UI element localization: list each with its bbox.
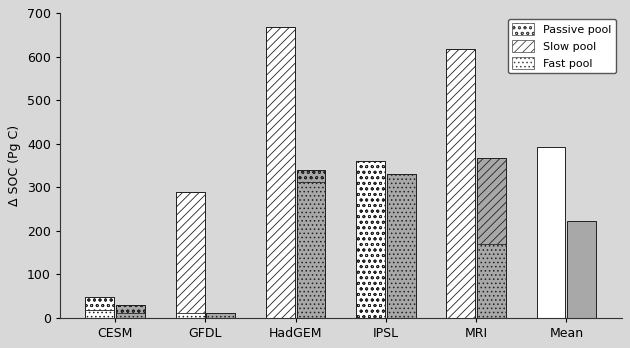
Bar	[567, 221, 596, 318]
Bar	[447, 49, 475, 318]
Bar	[116, 306, 145, 318]
Bar	[477, 244, 506, 318]
Bar	[176, 313, 205, 318]
Bar	[86, 297, 114, 310]
Bar	[387, 174, 416, 318]
Bar	[477, 158, 506, 318]
Bar	[207, 313, 235, 318]
Bar	[297, 182, 326, 318]
Bar	[207, 313, 235, 318]
Legend: Passive pool, Slow pool, Fast pool: Passive pool, Slow pool, Fast pool	[508, 19, 616, 73]
Bar	[176, 192, 205, 318]
Bar	[356, 161, 385, 318]
Y-axis label: Δ SOC (Pg C): Δ SOC (Pg C)	[8, 125, 21, 206]
Bar	[356, 161, 385, 318]
Bar	[86, 297, 114, 318]
Bar	[297, 170, 326, 318]
Bar	[387, 174, 416, 318]
Bar	[116, 313, 145, 318]
Bar	[477, 158, 506, 244]
Bar	[447, 49, 475, 318]
Bar	[176, 192, 205, 313]
Bar	[86, 310, 114, 318]
Bar	[116, 306, 145, 313]
Bar	[266, 27, 295, 318]
Bar	[297, 170, 326, 182]
Bar	[266, 27, 295, 318]
Bar	[537, 147, 566, 318]
